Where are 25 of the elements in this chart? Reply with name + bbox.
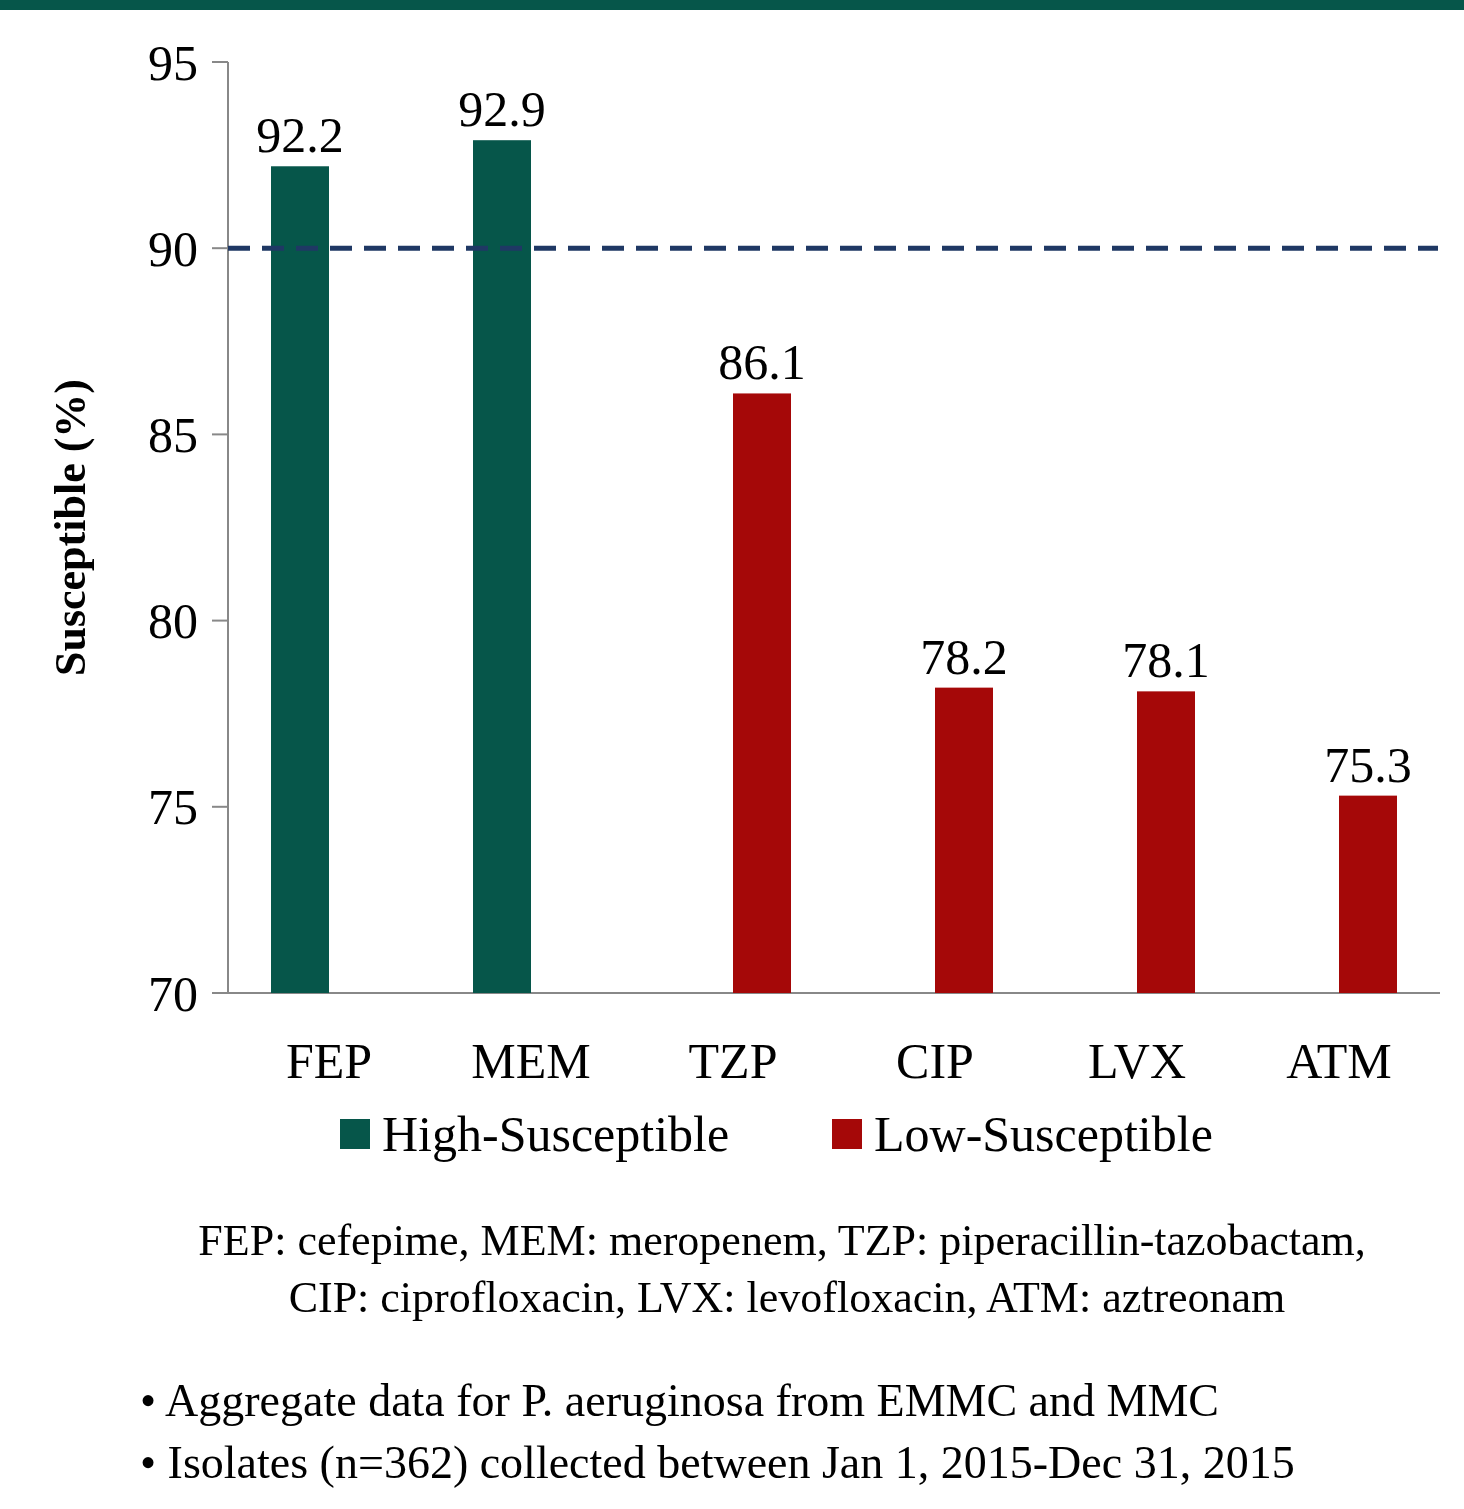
legend-label: High-Susceptible (382, 1105, 730, 1162)
x-tick-label: TZP (688, 1033, 778, 1089)
text: • Aggregate data for P. aeruginosa from EMMC and MMC (140, 1375, 1220, 1427)
x-tick-label: FEP (285, 1033, 373, 1089)
data-label: 92.9 (458, 81, 546, 138)
data-label: 92.2 (256, 107, 344, 164)
y-tick-label: 70 (148, 965, 198, 1022)
legend-label: Low-Susceptible (874, 1105, 1213, 1162)
data-label: 86.1 (718, 334, 806, 391)
data-label: 78.1 (1122, 632, 1210, 689)
y-axis-title: Susceptible (%) (46, 379, 95, 676)
y-tick-label: 80 (148, 593, 198, 650)
text: FEP: cefepime, MEM: meropenem, TZP: piperacillin-tazobactam, (198, 1216, 1366, 1266)
x-tick-label: LVX (1087, 1033, 1187, 1089)
y-tick-label: 95 (148, 34, 198, 91)
x-tick-label: CIP (896, 1033, 974, 1089)
x-tick-label: ATM (1286, 1033, 1392, 1089)
data-label: 78.2 (920, 628, 1008, 685)
data-label: 75.3 (1324, 736, 1412, 793)
y-tick-label: 85 (148, 406, 198, 463)
y-tick-label: 90 (148, 220, 198, 277)
y-tick-label: 75 (148, 779, 198, 836)
text: CIP: ciprofloxacin, LVX: levofloxacin, ATM: aztreonam (288, 1273, 1286, 1323)
text: • Isolates (n=362) collected between Jan 1, 2015-Dec 31, 2015 (140, 1437, 1295, 1489)
x-tick-label: MEM (471, 1033, 591, 1089)
